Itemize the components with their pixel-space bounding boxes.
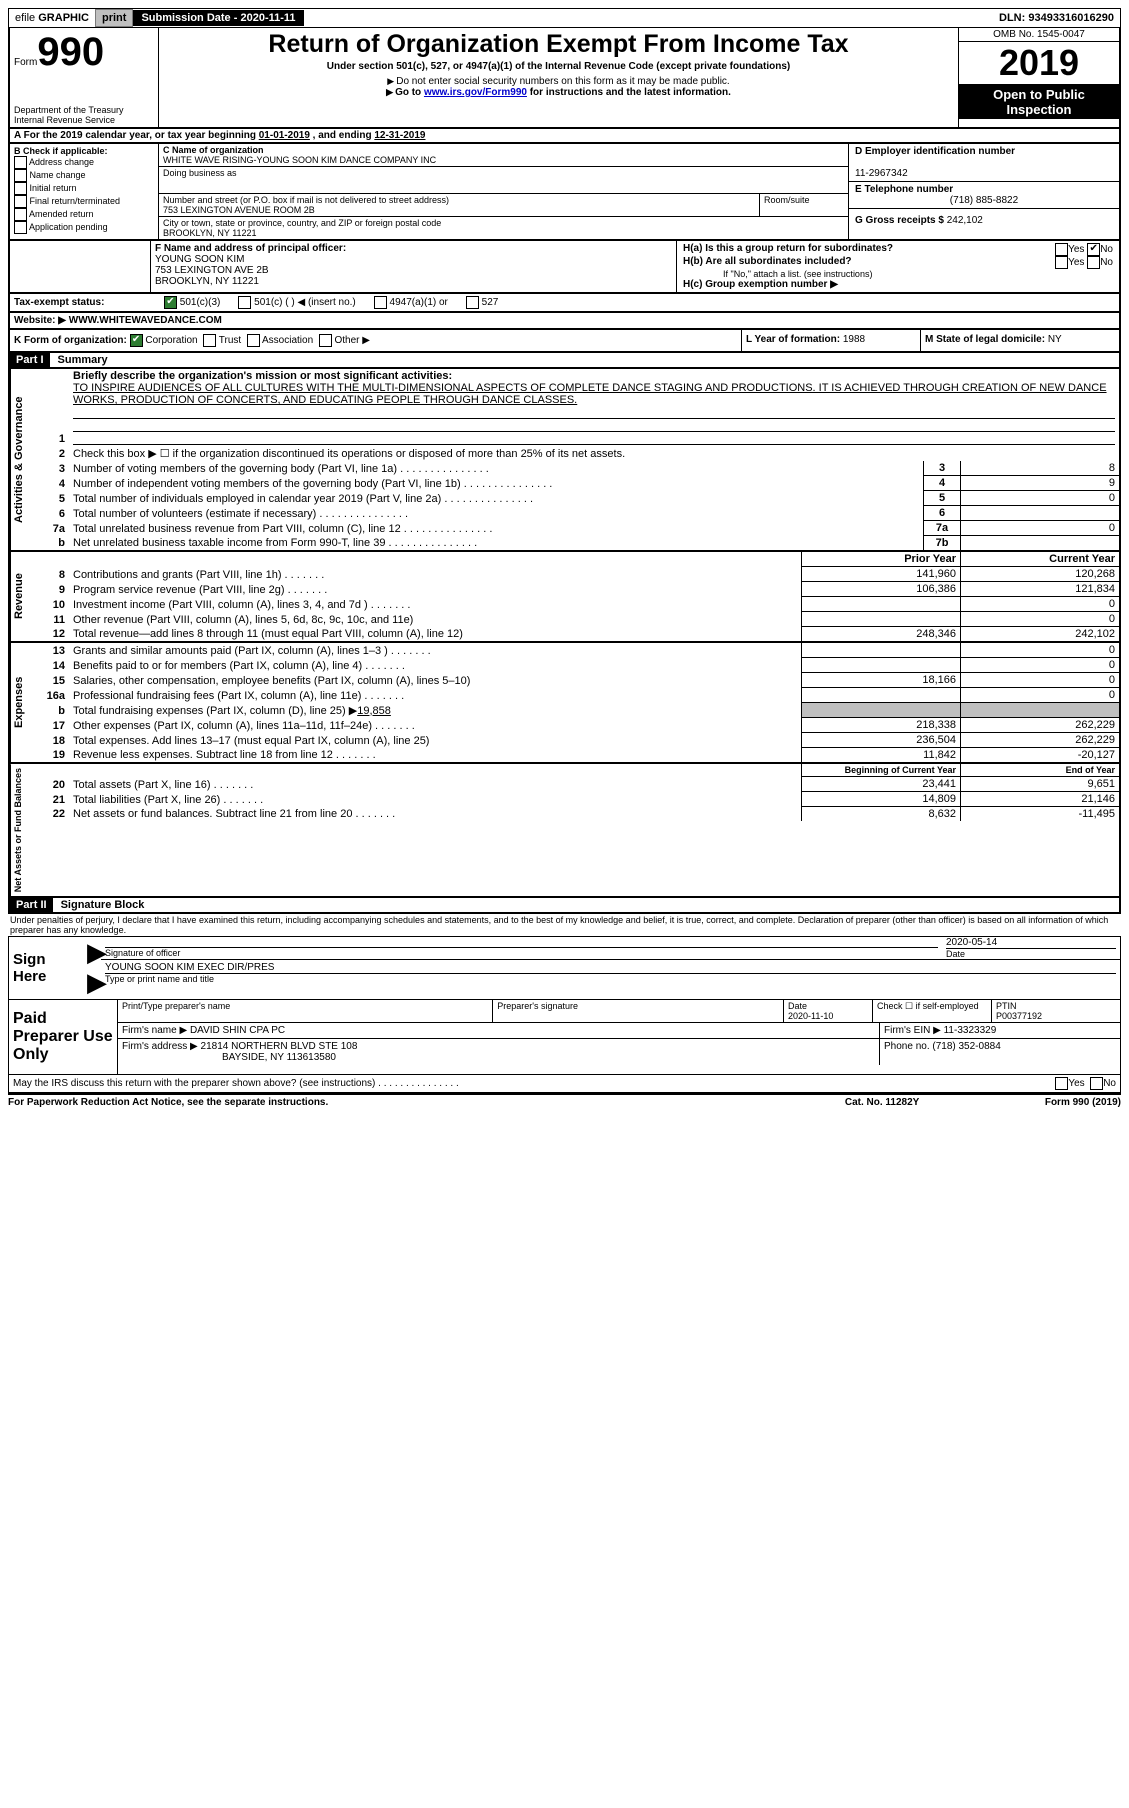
paid-preparer-label: Paid Preparer Use Only	[9, 1000, 117, 1074]
box-m: M State of legal domicile: NY	[920, 330, 1119, 351]
opt-501c: 501(c) ( ) ◀ (insert no.)	[238, 296, 355, 309]
box-c: C Name of organization WHITE WAVE RISING…	[159, 144, 848, 239]
efile-label: efile GRAPHIC	[9, 10, 95, 26]
tax-year: 2019	[959, 42, 1119, 85]
form-subtitle: Under section 501(c), 527, or 4947(a)(1)…	[159, 61, 958, 72]
opt-4947: 4947(a)(1) or	[374, 296, 448, 309]
sig-officer-label: Signature of officer	[105, 947, 938, 958]
sig-date-label: Date	[946, 948, 1116, 959]
irs-link[interactable]: www.irs.gov/Form990	[424, 87, 527, 98]
box-f: F Name and address of principal officer:…	[151, 241, 676, 292]
expenses-vlabel: Expenses	[10, 643, 37, 762]
discuss-no: No	[1090, 1077, 1116, 1090]
box-h: H(a) Is this a group return for subordin…	[676, 241, 1119, 292]
footer-right: Form 990 (2019)	[1045, 1097, 1121, 1108]
part2-title: Signature Block	[53, 899, 145, 911]
part2-label: Part II	[10, 898, 53, 912]
opt-527: 527	[466, 296, 498, 309]
box-deg: D Employer identification number 11-2967…	[848, 144, 1119, 239]
sig-date: 2020-05-14	[946, 937, 1116, 948]
box-b: B Check if applicable: Address change Na…	[10, 144, 159, 239]
officer-name: YOUNG SOON KIM EXEC DIR/PRES	[105, 962, 1116, 973]
dept-treasury: Department of the Treasury Internal Reve…	[14, 105, 154, 125]
submission-date: Submission Date - 2020-11-11	[133, 10, 303, 26]
box-k: K Form of organization: ✔ Corporation Tr…	[10, 330, 741, 351]
net-vlabel: Net Assets or Fund Balances	[10, 764, 37, 896]
omb: OMB No. 1545-0047	[959, 28, 1119, 42]
officer-name-label: Type or print name and title	[105, 973, 1116, 984]
top-bar: efile GRAPHIC print Submission Date - 20…	[8, 8, 1121, 28]
footer-mid: Cat. No. 11282Y	[845, 1097, 1045, 1108]
discuss-yes: Yes	[1055, 1077, 1084, 1090]
mission-text: TO INSPIRE AUDIENCES OF ALL CULTURES WIT…	[73, 382, 1107, 406]
footer-left: For Paperwork Reduction Act Notice, see …	[8, 1097, 845, 1108]
opt-501c3: ✔ 501(c)(3)	[164, 296, 220, 309]
part1-label: Part I	[10, 353, 50, 367]
box-l: L Year of formation: 1988	[741, 330, 920, 351]
revenue-vlabel: Revenue	[10, 552, 37, 641]
tax-exempt-label: Tax-exempt status:	[14, 297, 146, 308]
sign-here-label: Sign Here	[9, 937, 87, 999]
mission-label: Briefly describe the organization's miss…	[73, 370, 452, 382]
open-public: Open to PublicInspection	[959, 85, 1119, 119]
ssn-note: Do not enter social security numbers on …	[159, 76, 958, 87]
jurat: Under penalties of perjury, I declare th…	[8, 914, 1121, 936]
website-label: Website: ▶	[14, 315, 66, 326]
goto-note: Go to www.irs.gov/Form990 for instructio…	[159, 87, 958, 98]
form-title: Return of Organization Exempt From Incom…	[159, 28, 958, 61]
print-button[interactable]: print	[95, 9, 133, 27]
activities-vlabel: Activities & Governance	[10, 369, 37, 550]
graphic-label: GRAPHIC	[38, 12, 89, 24]
form-number: Form990	[14, 30, 154, 75]
dln: DLN: 93493316016290	[993, 10, 1120, 26]
part1-title: Summary	[50, 354, 108, 366]
tax-year-line: A For the 2019 calendar year, or tax yea…	[8, 129, 1121, 144]
website-value: WWW.WHITEWAVEDANCE.COM	[69, 315, 222, 326]
discuss-label: May the IRS discuss this return with the…	[13, 1078, 1055, 1089]
line2: Check this box ▶ ☐ if the organization d…	[69, 446, 1119, 461]
